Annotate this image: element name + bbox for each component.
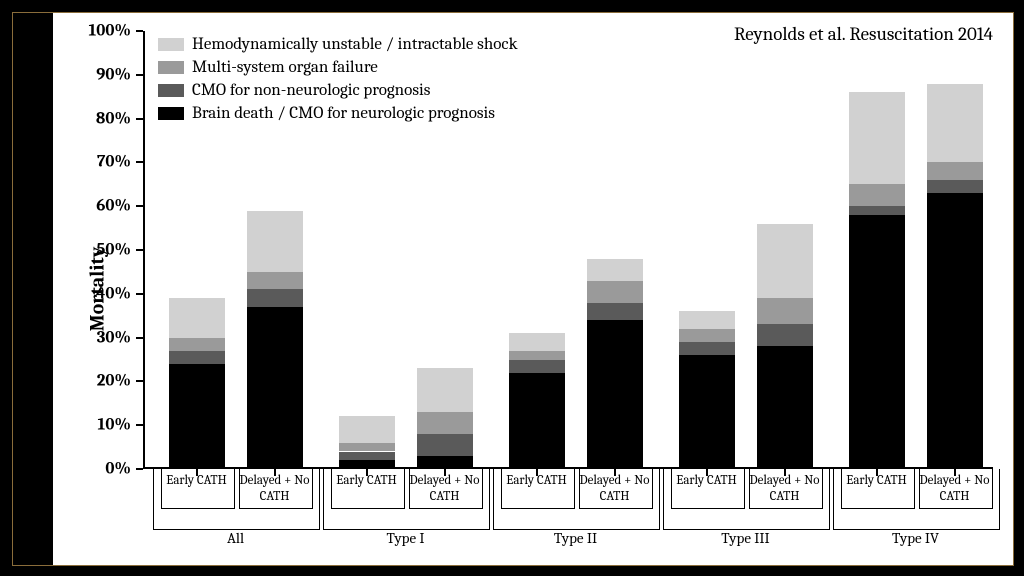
subgroup-bracket: [501, 469, 575, 509]
bar-segment-hemo: [247, 211, 303, 272]
bar-segment-hemo: [849, 92, 905, 184]
y-tick-mark: [136, 161, 143, 163]
bar-segment-hemo: [757, 224, 813, 298]
bar-segment-cmonn: [757, 324, 813, 346]
bar-segment-brain: [169, 364, 225, 469]
bar-segment-msof: [927, 162, 983, 180]
legend-item: CMO for non-neurologic prognosis: [158, 81, 518, 100]
legend-item: Multi-system organ failure: [158, 58, 518, 77]
subgroup-bracket: [919, 469, 993, 509]
bar-segment-cmonn: [247, 289, 303, 307]
y-tick-mark: [136, 30, 143, 32]
bar-segment-brain: [679, 355, 735, 469]
subgroup-bracket: [579, 469, 653, 509]
y-tick-label: 70%: [81, 153, 143, 172]
y-tick-mark: [136, 293, 143, 295]
bar-segment-brain: [587, 320, 643, 469]
y-tick-label: 50%: [81, 241, 143, 260]
bar-segment-msof: [339, 443, 395, 452]
legend-label: Multi-system organ failure: [192, 58, 378, 77]
y-tick-mark: [136, 74, 143, 76]
legend-label: Brain death / CMO for neurologic prognos…: [192, 104, 495, 123]
bar-segment-cmonn: [679, 342, 735, 355]
y-tick-label: 100%: [81, 22, 143, 41]
bar-segment-hemo: [417, 368, 473, 412]
bar-segment-hemo: [679, 311, 735, 329]
legend-swatch: [158, 38, 184, 51]
group-label: Type IV: [833, 529, 998, 547]
subgroup-bracket: [331, 469, 405, 509]
y-tick-mark: [136, 118, 143, 120]
bar-segment-msof: [169, 338, 225, 351]
subgroup-bracket: [409, 469, 483, 509]
bar-segment-msof: [417, 412, 473, 434]
group-label: Type III: [663, 529, 828, 547]
legend-item: Hemodynamically unstable / intractable s…: [158, 35, 518, 54]
legend-swatch: [158, 84, 184, 97]
bar-segment-cmonn: [927, 180, 983, 193]
y-tick-mark: [136, 205, 143, 207]
legend-label: CMO for non-neurologic prognosis: [192, 81, 430, 100]
y-tick-mark: [136, 468, 143, 470]
bar-segment-hemo: [169, 298, 225, 337]
y-tick-mark: [136, 249, 143, 251]
bar-segment-brain: [509, 373, 565, 469]
bar-segment-msof: [587, 281, 643, 303]
subgroup-bracket: [239, 469, 313, 509]
bar-segment-msof: [509, 351, 565, 360]
legend-swatch: [158, 107, 184, 120]
bar-segment-brain: [247, 307, 303, 469]
bar-segment-hemo: [509, 333, 565, 351]
group-label: Type II: [493, 529, 658, 547]
bar-segment-cmonn: [339, 452, 395, 461]
y-tick-label: 0%: [81, 460, 143, 479]
legend: Hemodynamically unstable / intractable s…: [158, 35, 518, 127]
group-label: Type I: [323, 529, 488, 547]
bar-segment-hemo: [339, 416, 395, 442]
legend-label: Hemodynamically unstable / intractable s…: [192, 35, 518, 54]
y-tick-label: 80%: [81, 109, 143, 128]
legend-swatch: [158, 61, 184, 74]
y-tick-label: 60%: [81, 197, 143, 216]
bar-segment-hemo: [587, 259, 643, 281]
bar-segment-msof: [679, 329, 735, 342]
bar-segment-cmonn: [169, 351, 225, 364]
subgroup-bracket: [841, 469, 915, 509]
y-tick-mark: [136, 380, 143, 382]
y-tick-mark: [136, 337, 143, 339]
subgroup-bracket: [671, 469, 745, 509]
bar-segment-cmonn: [587, 303, 643, 321]
bar-segment-brain: [757, 346, 813, 469]
y-tick-label: 10%: [81, 416, 143, 435]
y-tick-mark: [136, 424, 143, 426]
y-tick-label: 30%: [81, 328, 143, 347]
y-tick-label: 90%: [81, 65, 143, 84]
y-tick-label: 40%: [81, 284, 143, 303]
bar-segment-cmonn: [849, 206, 905, 215]
bar-segment-brain: [927, 193, 983, 469]
bar-segment-brain: [849, 215, 905, 469]
bar-segment-brain: [339, 460, 395, 469]
bar-segment-brain: [417, 456, 473, 469]
bar-segment-cmonn: [417, 434, 473, 456]
slide-frame: Reynolds et al. Resuscitation 2014 Morta…: [12, 12, 1014, 566]
bar-segment-hemo: [927, 84, 983, 163]
bar-segment-msof: [849, 184, 905, 206]
y-tick-label: 20%: [81, 372, 143, 391]
subgroup-bracket: [161, 469, 235, 509]
bar-segment-msof: [247, 272, 303, 290]
bar-segment-cmonn: [509, 360, 565, 373]
subgroup-bracket: [749, 469, 823, 509]
legend-item: Brain death / CMO for neurologic prognos…: [158, 104, 518, 123]
y-axis-line: [143, 31, 145, 469]
bar-segment-msof: [757, 298, 813, 324]
chart-panel: Reynolds et al. Resuscitation 2014 Morta…: [53, 13, 1013, 565]
group-label: All: [153, 529, 318, 547]
